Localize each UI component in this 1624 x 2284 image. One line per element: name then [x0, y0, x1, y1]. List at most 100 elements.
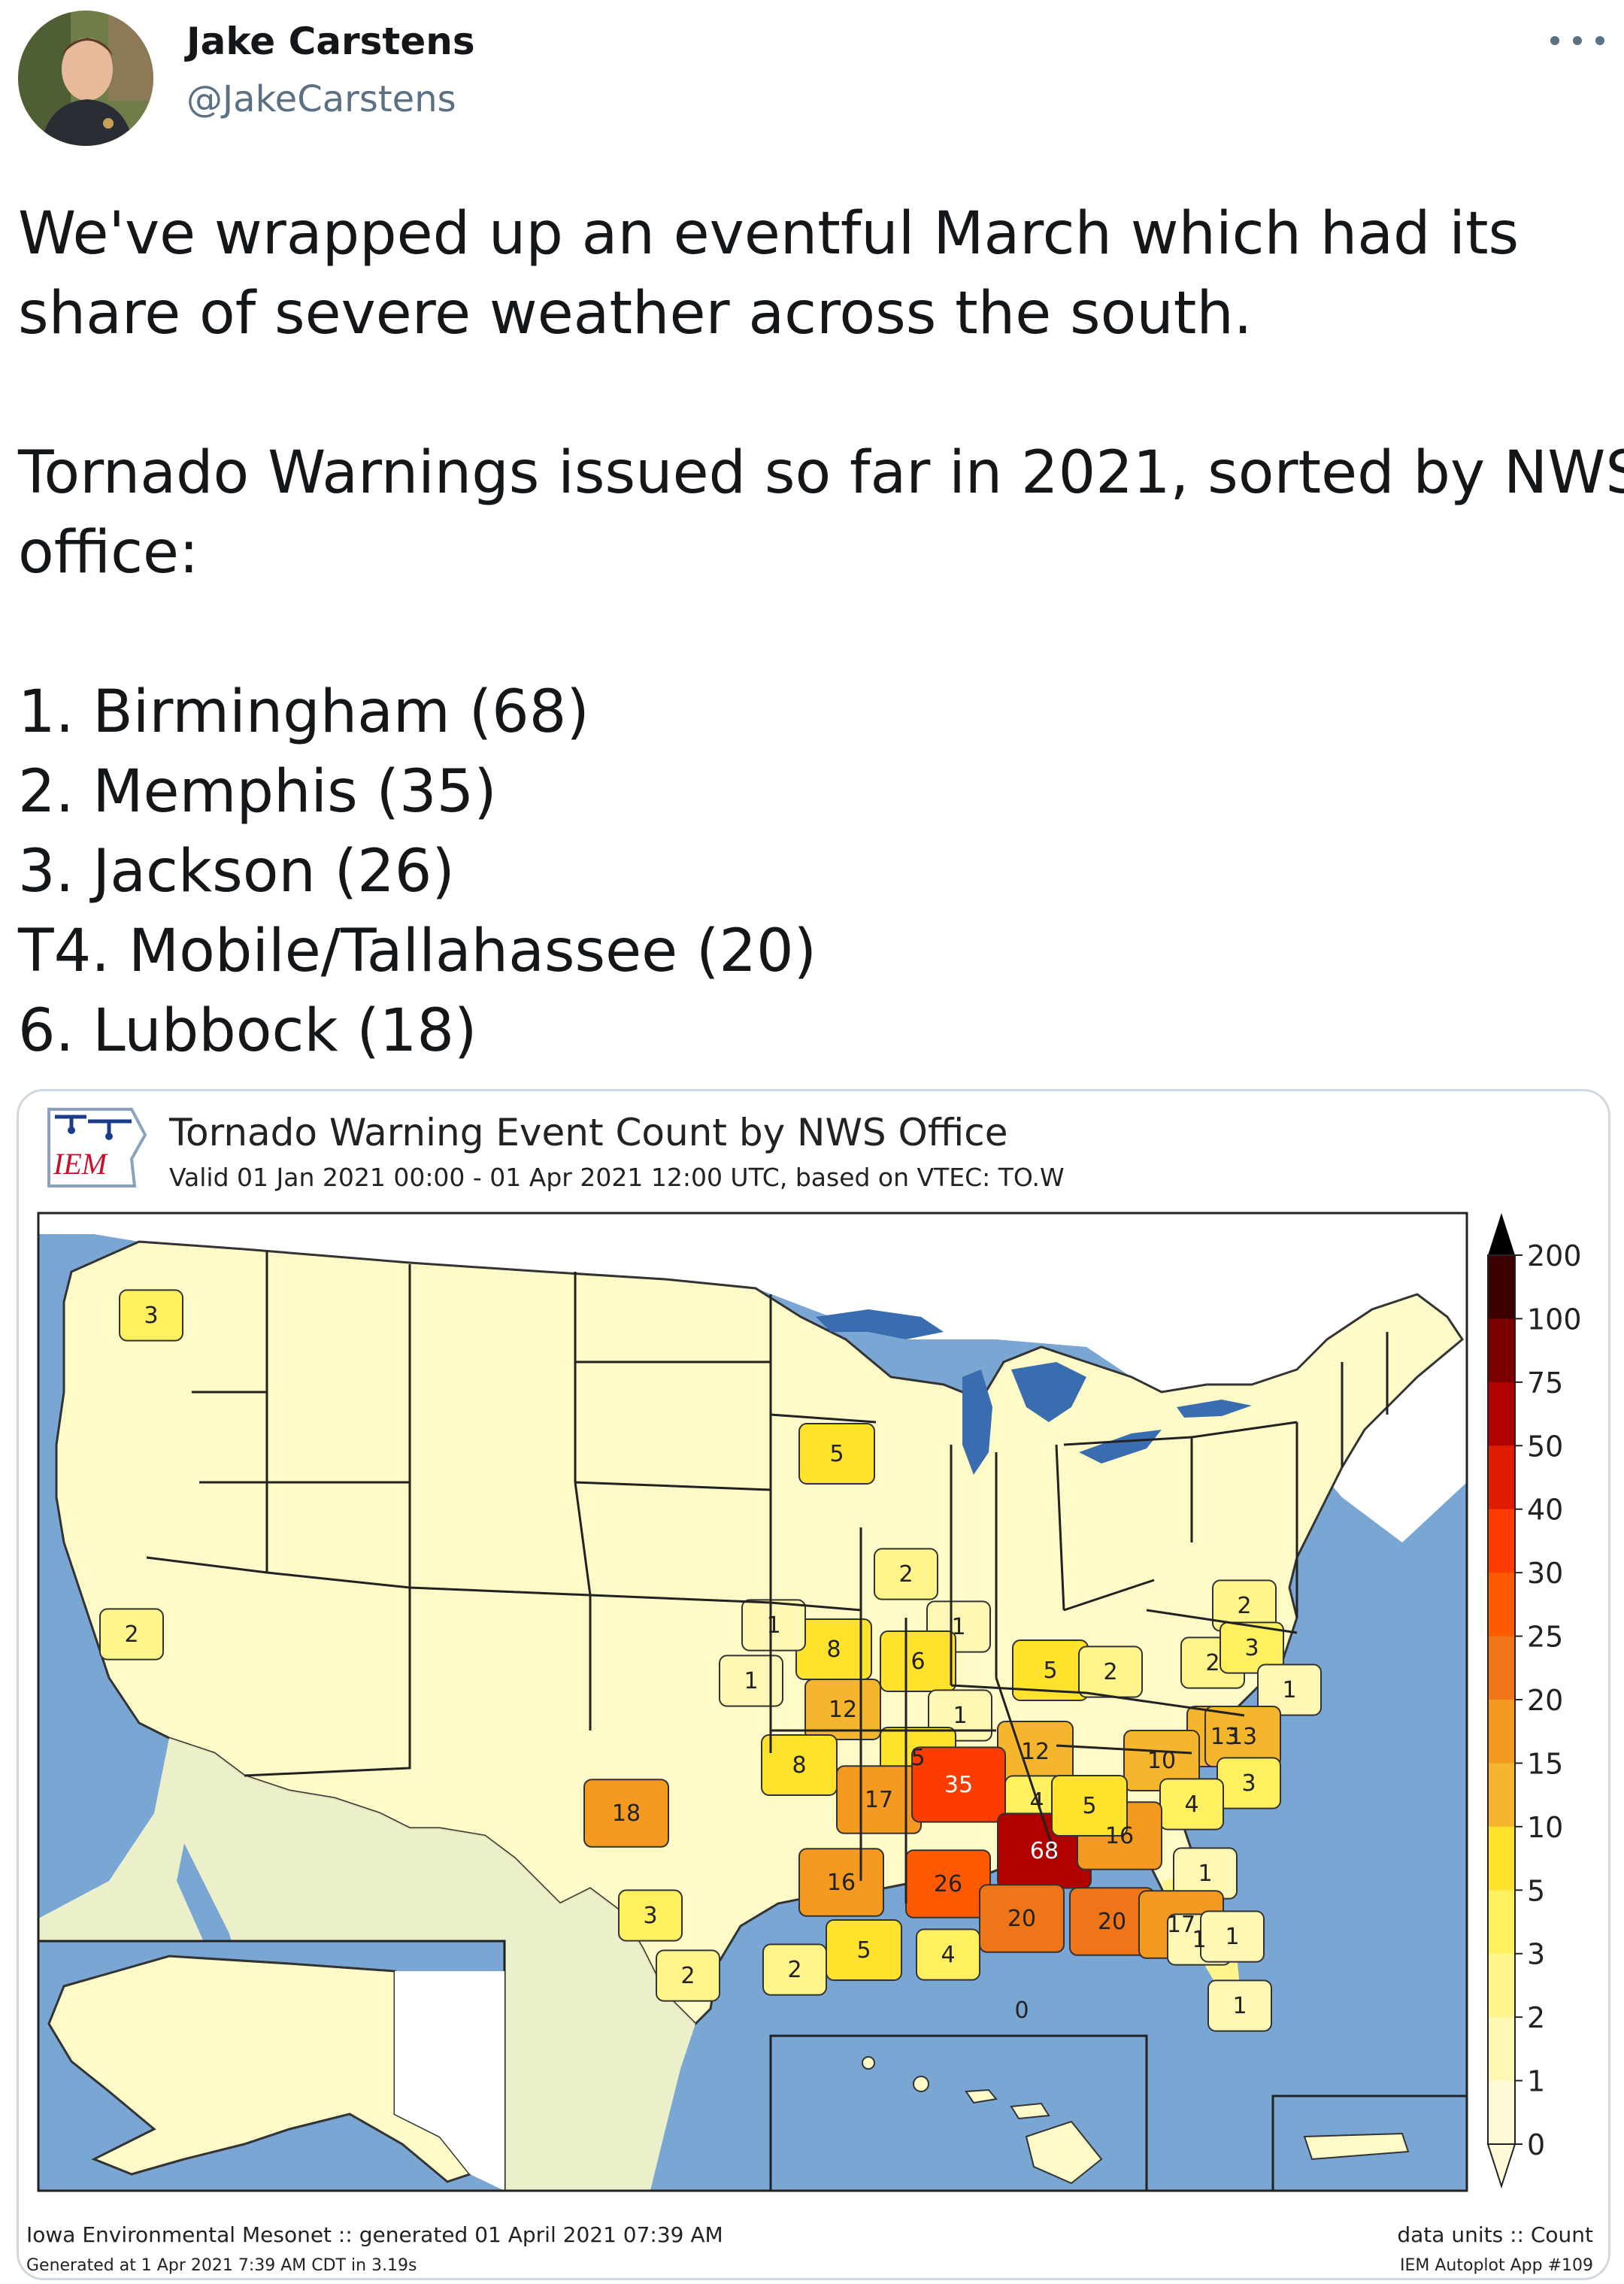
colorbar-segment [1488, 1382, 1515, 1447]
ranking-item: 3. Jackson (26) [18, 838, 455, 905]
tweet-line: We've wrapped up an eventful March which… [18, 200, 1519, 268]
office-region [656, 1949, 720, 2002]
office-region [798, 1423, 875, 1485]
office-count-label: 3 [1244, 1635, 1259, 1661]
office-count-label: 2 [124, 1621, 138, 1648]
office-count-label: 16 [1105, 1823, 1134, 1849]
colorbar-tick-label: 15 [1527, 1747, 1563, 1780]
lake-huron [1011, 1362, 1086, 1422]
office-region [583, 1779, 669, 1848]
office-count-label: 1 [951, 1614, 965, 1640]
colorbar-tick-label: 200 [1527, 1239, 1582, 1272]
office-count-label: 13 [1229, 1724, 1257, 1750]
office-count-label: 2 [898, 1561, 913, 1588]
office-count-label: 5 [829, 1441, 844, 1467]
office-count-label: 17 [865, 1787, 893, 1813]
office-count-label: 4 [1029, 1788, 1044, 1815]
office-region [798, 1848, 884, 1917]
office-count-label: 3 [643, 1903, 657, 1929]
colorbar-tick-label: 25 [1527, 1621, 1563, 1654]
office-count-label: 1 [1225, 1924, 1239, 1950]
colorbar-tick-label: 40 [1527, 1494, 1563, 1527]
office-count-label: 4 [941, 1942, 955, 1968]
more-dot [1550, 36, 1559, 45]
avatar[interactable] [18, 11, 153, 146]
colorbar-segment [1488, 2080, 1515, 2145]
ranking-item: 1. Birmingham (68) [18, 678, 589, 746]
office-count-label: 20 [1098, 1909, 1126, 1935]
office-region [741, 1599, 806, 1652]
colorbar-segment [1488, 1953, 1515, 2019]
map-subtitle: Valid 01 Jan 2021 00:00 - 01 Apr 2021 12… [169, 1163, 1065, 1192]
office-region [880, 1630, 956, 1692]
colorbar-segment [1488, 1318, 1515, 1383]
author-handle[interactable]: @JakeCarstens [186, 78, 456, 120]
lake-erie [1079, 1430, 1162, 1464]
office-count-label: 8 [826, 1636, 841, 1663]
office-region [916, 1928, 980, 1981]
colorbar-max-arrow [1488, 1213, 1515, 1255]
colorbar-segment [1488, 1890, 1515, 1955]
office-count-label: 12 [829, 1697, 857, 1723]
office-count-label: 2 [1205, 1650, 1220, 1676]
colorbar-segment [1488, 1509, 1515, 1574]
iem-logo-text: IEM [53, 1147, 109, 1181]
map-title: Tornado Warning Event Count by NWS Offic… [168, 1111, 1007, 1154]
office-count-label: 2 [787, 1957, 801, 1983]
ranking-item: 6. Lubbock (18) [18, 997, 477, 1065]
tweet-text: We've wrapped up an eventful March which… [18, 194, 1624, 1071]
office-count-label: 1 [953, 1703, 967, 1729]
office-count-label: 5 [856, 1937, 871, 1964]
footer-left-2: Generated at 1 Apr 2021 7:39 AM CDT in 3… [26, 2256, 417, 2275]
colorbar-tick-label: 2 [1527, 2001, 1545, 2034]
colorbar-tick-label: 1 [1527, 2065, 1545, 2098]
office-region [99, 1608, 164, 1661]
ranking-item: 2. Memphis (35) [18, 758, 497, 826]
colorbar-tick-label: 3 [1527, 1938, 1545, 1971]
colorbar-segment [1488, 1636, 1515, 1700]
office-region [1257, 1664, 1322, 1716]
footer-right-1: data units :: Count [1397, 2222, 1593, 2247]
canada-yukon [395, 1971, 504, 2191]
tweet-line: Tornado Warnings issued so far in 2021, … [18, 439, 1624, 507]
more-options-icon[interactable] [1550, 26, 1604, 56]
office-count-label: 1 [1282, 1677, 1296, 1703]
colorbar-tick-label: 5 [1527, 1874, 1545, 1907]
office-count-label: 1 [1198, 1861, 1212, 1887]
office-region [719, 1655, 783, 1707]
office-region [1200, 1910, 1265, 1963]
office-region [762, 1943, 827, 1996]
lake-ontario [1177, 1400, 1252, 1418]
tweet-line: share of severe weather across the south… [18, 280, 1253, 347]
office-count-label: 18 [612, 1800, 641, 1827]
office-count-label: 17 [1167, 1912, 1195, 1938]
ranking-item: T4. Mobile/Tallahassee (20) [18, 918, 817, 985]
office-count-label: 1 [744, 1668, 758, 1694]
office-count-label: 2 [1103, 1659, 1117, 1685]
tornado-warning-map: IEM Tornado Warning Event Count by NWS O… [26, 1108, 1593, 2275]
office-count-label: 12 [1021, 1739, 1050, 1765]
office-region [1220, 1621, 1284, 1674]
office-count-label: 0 [1014, 1997, 1029, 2024]
office-count-label: 4 [1184, 1791, 1198, 1818]
office-region [1207, 1979, 1272, 2032]
tweet-media-image[interactable]: IEM Tornado Warning Event Count by NWS O… [17, 1089, 1610, 2280]
colorbar-segment [1488, 1763, 1515, 1828]
office-count-label: 2 [1237, 1593, 1251, 1619]
state-borders [146, 1251, 1389, 1903]
more-dot [1573, 36, 1582, 45]
canada-land [38, 1213, 1467, 1542]
office-count-label: 1 [1192, 1927, 1206, 1953]
office-count-label: 1 [1232, 1993, 1247, 2019]
footer-right-2: IEM Autoplot App #109 [1400, 2256, 1593, 2275]
colorbar-tick-label: 20 [1527, 1684, 1563, 1717]
office-count-label: 1 [766, 1612, 780, 1639]
colorbar-tick-label: 10 [1527, 1811, 1563, 1844]
office-count-label: 26 [934, 1871, 962, 1897]
office-count-label: 68 [1030, 1838, 1059, 1864]
office-region [979, 1884, 1065, 1953]
footer-left-1: Iowa Environmental Mesonet :: generated … [26, 2222, 723, 2247]
author-name[interactable]: Jake Carstens [186, 20, 475, 63]
colorbar-segment [1488, 2017, 1515, 2082]
